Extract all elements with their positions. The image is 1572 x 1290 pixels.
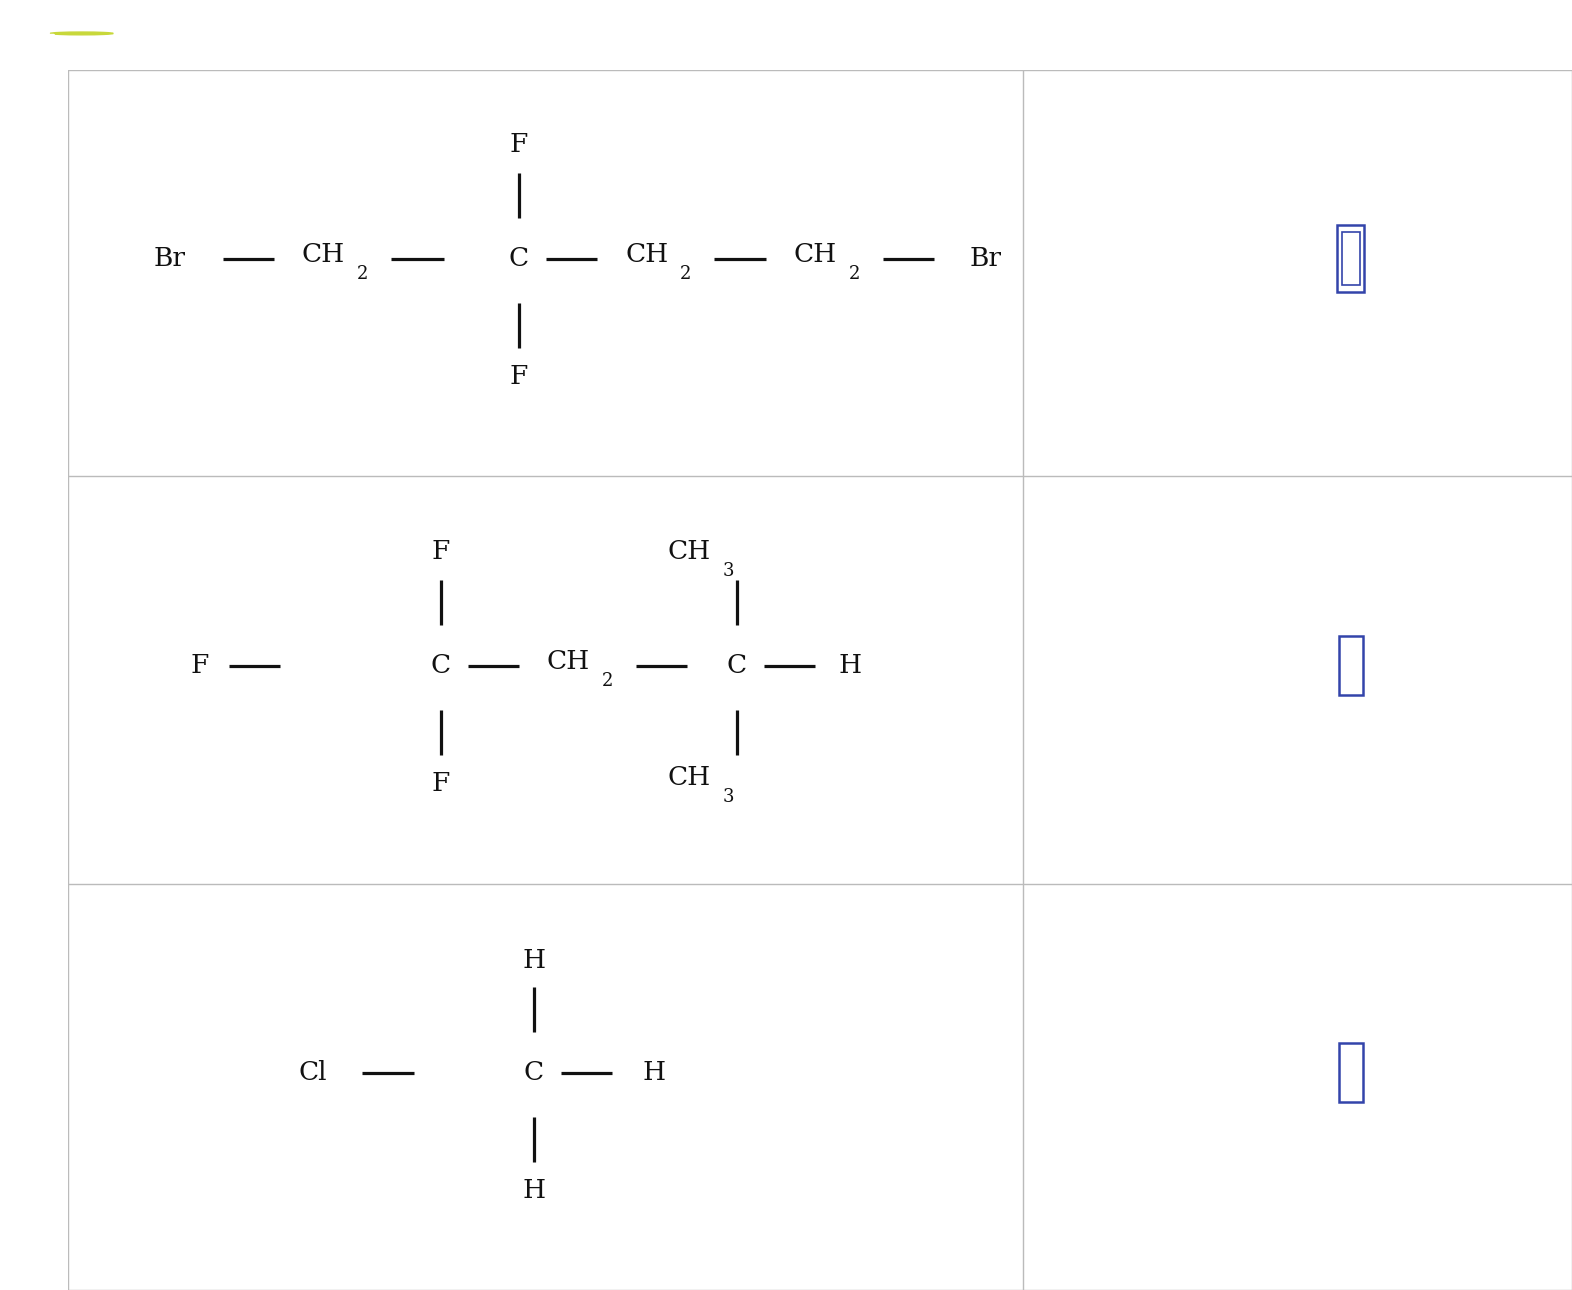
Text: 3: 3 [722, 788, 734, 806]
Text: C: C [726, 653, 747, 679]
Text: Br: Br [970, 246, 1001, 271]
Text: F: F [509, 133, 528, 157]
Text: 3: 3 [722, 561, 734, 579]
Text: CH: CH [794, 243, 836, 267]
Text: CH: CH [667, 539, 711, 564]
Text: F: F [190, 653, 209, 679]
Text: F: F [431, 771, 450, 796]
Text: CH: CH [667, 765, 711, 791]
Text: C: C [523, 1060, 544, 1085]
Text: 2: 2 [849, 264, 860, 283]
Text: F: F [431, 539, 450, 564]
Text: CH: CH [302, 243, 344, 267]
Text: ❯: ❯ [27, 121, 41, 134]
Text: 2: 2 [681, 264, 692, 283]
Text: CH: CH [547, 649, 590, 673]
Text: Organic Functional Groups: Organic Functional Groups [104, 12, 324, 30]
Text: 2: 2 [602, 672, 613, 690]
Text: H: H [522, 1178, 545, 1204]
Bar [1338, 224, 1364, 292]
Text: C: C [431, 653, 451, 679]
Text: 2: 2 [357, 264, 368, 283]
Text: Br: Br [154, 246, 185, 271]
Bar [1339, 636, 1363, 695]
Text: C: C [509, 246, 530, 271]
Bar [1342, 232, 1360, 285]
Text: Naming alkyl halides: Naming alkyl halides [104, 44, 332, 62]
Text: H: H [643, 1060, 667, 1085]
Text: H: H [522, 948, 545, 974]
Circle shape [50, 32, 113, 35]
Text: CH: CH [626, 243, 668, 267]
Text: H: H [838, 653, 861, 679]
Text: Cl: Cl [299, 1060, 327, 1085]
Text: F: F [509, 364, 528, 390]
Bar [1339, 1044, 1363, 1102]
